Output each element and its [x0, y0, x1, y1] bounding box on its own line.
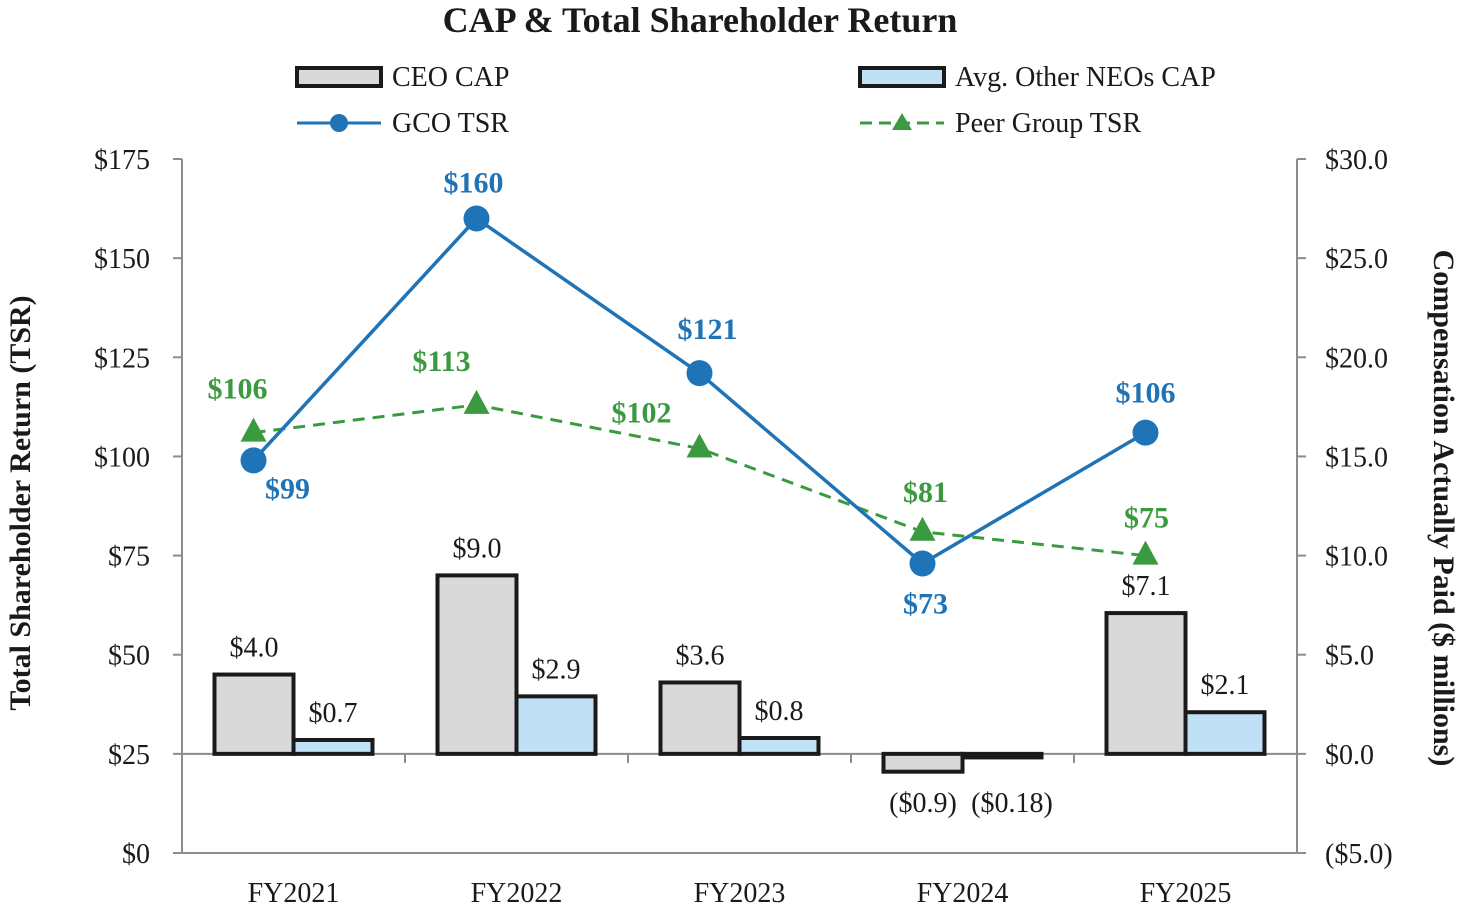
- ceo-cap-label: $9.0: [453, 533, 502, 564]
- right-tick-label: $0.0: [1325, 740, 1374, 771]
- ceo-cap-label: $3.6: [676, 640, 725, 671]
- right-tick-label: $25.0: [1325, 244, 1388, 275]
- peer-tsr-marker: [1132, 540, 1159, 565]
- ceo-cap-bar: [435, 573, 519, 756]
- neo-cap-bar: [514, 694, 598, 756]
- gco-tsr-marker: [909, 550, 936, 577]
- legend-neo-cap-swatch: [858, 66, 946, 88]
- left-tick-label: $100: [94, 442, 150, 473]
- right-tick-label: $5.0: [1325, 641, 1374, 672]
- legend-gco-tsr-label: GCO TSR: [392, 108, 509, 139]
- peer-tsr-label: $81: [903, 476, 948, 509]
- peer-tsr-label: $75: [1124, 502, 1169, 535]
- neo-cap-label: $2.1: [1201, 670, 1250, 701]
- neo-cap-bar: [1183, 710, 1267, 756]
- left-tick-label: $0: [122, 839, 150, 870]
- legend-ceo-cap-swatch: [295, 66, 383, 88]
- left-tick-label: $25: [108, 740, 150, 771]
- category-label: FY2023: [694, 878, 786, 909]
- neo-cap-bar: [737, 735, 821, 756]
- gco-tsr-line: [252, 216, 1147, 566]
- ceo-cap-bar: [1104, 611, 1188, 756]
- legend-peer-tsr-marker: [892, 113, 912, 130]
- peer-tsr-marker: [909, 516, 936, 541]
- ceo-cap-bar: [881, 751, 965, 774]
- ceo-cap-label: ($0.9): [889, 788, 957, 819]
- gco-tsr-marker: [240, 447, 267, 474]
- category-label: FY2022: [471, 878, 563, 909]
- peer-tsr-marker: [463, 389, 490, 414]
- peer-tsr-marker: [686, 433, 713, 458]
- neo-cap-bar: [291, 737, 375, 756]
- category-label: FY2025: [1140, 878, 1232, 909]
- peer-tsr-marker: [240, 417, 267, 442]
- neo-cap-label: ($0.18): [971, 788, 1053, 819]
- neo-cap-bar: [960, 751, 1044, 760]
- gco-tsr-marker: [463, 205, 490, 232]
- right-tick-label: ($5.0): [1325, 839, 1393, 870]
- peer-tsr-line: [253, 403, 1146, 558]
- peer-tsr-label: $102: [612, 396, 672, 429]
- neo-cap-label: $0.7: [309, 698, 358, 729]
- left-tick-label: $150: [94, 244, 150, 275]
- gco-tsr-label: $99: [265, 472, 310, 505]
- left-tick-label: $75: [108, 542, 150, 573]
- right-tick-label: $30.0: [1325, 145, 1388, 176]
- peer-tsr-label: $106: [208, 373, 268, 406]
- gco-tsr-label: $106: [1116, 377, 1176, 410]
- ceo-cap-label: $7.1: [1122, 571, 1171, 602]
- left-axis-title: Total Shareholder Return (TSR): [4, 295, 37, 710]
- chart-title: CAP & Total Shareholder Return: [443, 0, 958, 40]
- right-tick-label: $20.0: [1325, 343, 1388, 374]
- legend: CEO CAP Avg. Other NEOs CAP GCO TSR Peer…: [295, 62, 1216, 139]
- legend-ceo-cap-label: CEO CAP: [392, 62, 509, 93]
- left-tick-label: $50: [108, 641, 150, 672]
- gco-tsr-marker: [686, 360, 713, 387]
- neo-cap-label: $2.9: [532, 654, 581, 685]
- gco-tsr-label: $160: [444, 166, 504, 199]
- right-tick-label: $15.0: [1325, 442, 1388, 473]
- ceo-cap-label: $4.0: [230, 633, 279, 664]
- category-label: FY2021: [248, 878, 340, 909]
- category-label: FY2024: [917, 878, 1009, 909]
- right-tick-label: $10.0: [1325, 542, 1388, 573]
- gco-tsr-label: $121: [678, 313, 738, 346]
- gco-tsr-label: $73: [903, 588, 948, 621]
- ceo-cap-bar: [658, 680, 742, 756]
- plot-area: $175 $150 $125 $100 $75 $50 $25 $0 $30.0 $25.0 $20…: [94, 145, 1393, 909]
- legend-gco-tsr-marker: [330, 114, 348, 132]
- ceo-cap-bar: [212, 672, 296, 756]
- left-tick-label: $125: [94, 343, 150, 374]
- legend-neo-cap-label: Avg. Other NEOs CAP: [955, 62, 1216, 93]
- left-tick-label: $175: [94, 145, 150, 176]
- right-axis-title: Compensation Actually Paid ($ millions): [1427, 250, 1460, 767]
- peer-tsr-label: $113: [412, 345, 470, 378]
- legend-peer-tsr-label: Peer Group TSR: [955, 108, 1141, 139]
- gco-tsr-marker: [1132, 419, 1159, 446]
- neo-cap-label: $0.8: [755, 696, 804, 727]
